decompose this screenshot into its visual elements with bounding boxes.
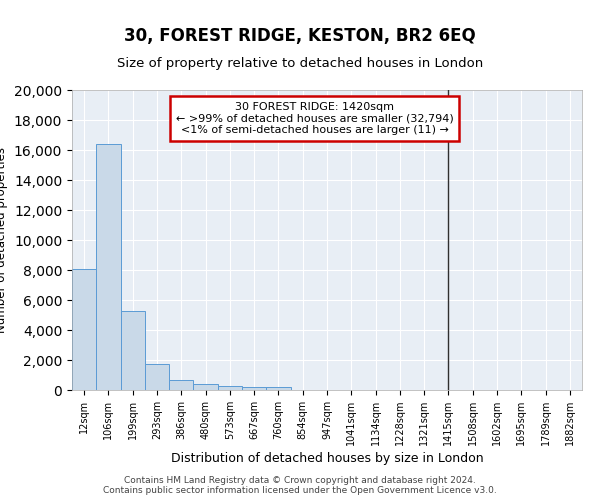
Bar	[121, 310, 145, 390]
Bar	[72, 268, 96, 390]
Bar	[193, 384, 218, 390]
Text: Contains HM Land Registry data © Crown copyright and database right 2024.
Contai: Contains HM Land Registry data © Crown c…	[103, 476, 497, 495]
Text: Size of property relative to detached houses in London: Size of property relative to detached ho…	[117, 57, 483, 70]
Text: 30, FOREST RIDGE, KESTON, BR2 6EQ: 30, FOREST RIDGE, KESTON, BR2 6EQ	[124, 27, 476, 45]
Bar	[266, 388, 290, 390]
X-axis label: Distribution of detached houses by size in London: Distribution of detached houses by size …	[170, 452, 484, 465]
Bar	[218, 386, 242, 390]
Bar	[145, 364, 169, 390]
Y-axis label: Number of detached properties: Number of detached properties	[0, 147, 8, 333]
Bar	[242, 387, 266, 390]
Bar	[96, 144, 121, 390]
Text: 30 FOREST RIDGE: 1420sqm
← >99% of detached houses are smaller (32,794)
<1% of s: 30 FOREST RIDGE: 1420sqm ← >99% of detac…	[176, 102, 454, 135]
Bar	[169, 380, 193, 390]
